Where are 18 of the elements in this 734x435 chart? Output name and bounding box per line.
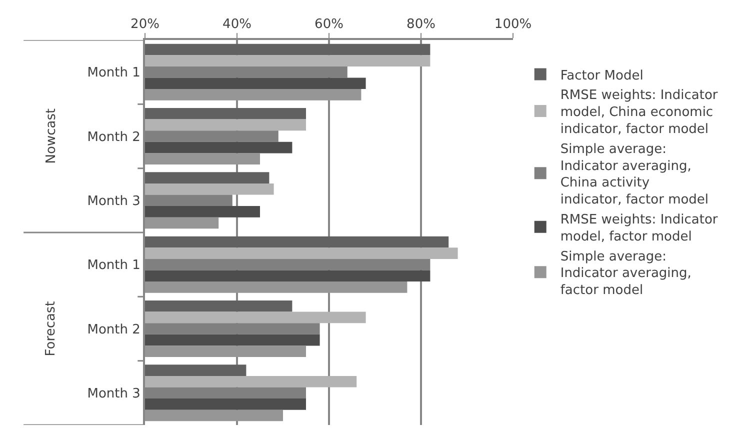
y-tick-label: Month 2 (87, 130, 140, 145)
x-tick-label: 100% (494, 16, 532, 32)
legend-label: RMSE weights: Indicator model, China economic indicator, factor model (560, 88, 718, 137)
legend-label: Simple average: Indicator averaging, China activity indicator, factor model (560, 142, 709, 208)
x-tick-label: 80% (406, 16, 436, 32)
x-tick-label: 60% (314, 16, 344, 32)
y-tick-label: Month 3 (87, 386, 140, 402)
y-tick-label: Month 1 (87, 66, 140, 81)
legend-label: Factor Model (560, 68, 644, 84)
text: Nowcast (44, 108, 60, 164)
legend-label: RMSE weights: Indicator model, factor model (560, 212, 718, 244)
legend-label: Simple average: Indicator averaging, factor model (560, 249, 692, 298)
x-tick-label: 20% (130, 16, 160, 32)
y-tick-label: Month 1 (87, 258, 140, 274)
text: Forecast (44, 301, 59, 356)
x-tick-label: 40% (222, 16, 252, 32)
y-tick-label: Month 3 (87, 194, 140, 209)
y-tick-label: Month 2 (87, 322, 140, 338)
